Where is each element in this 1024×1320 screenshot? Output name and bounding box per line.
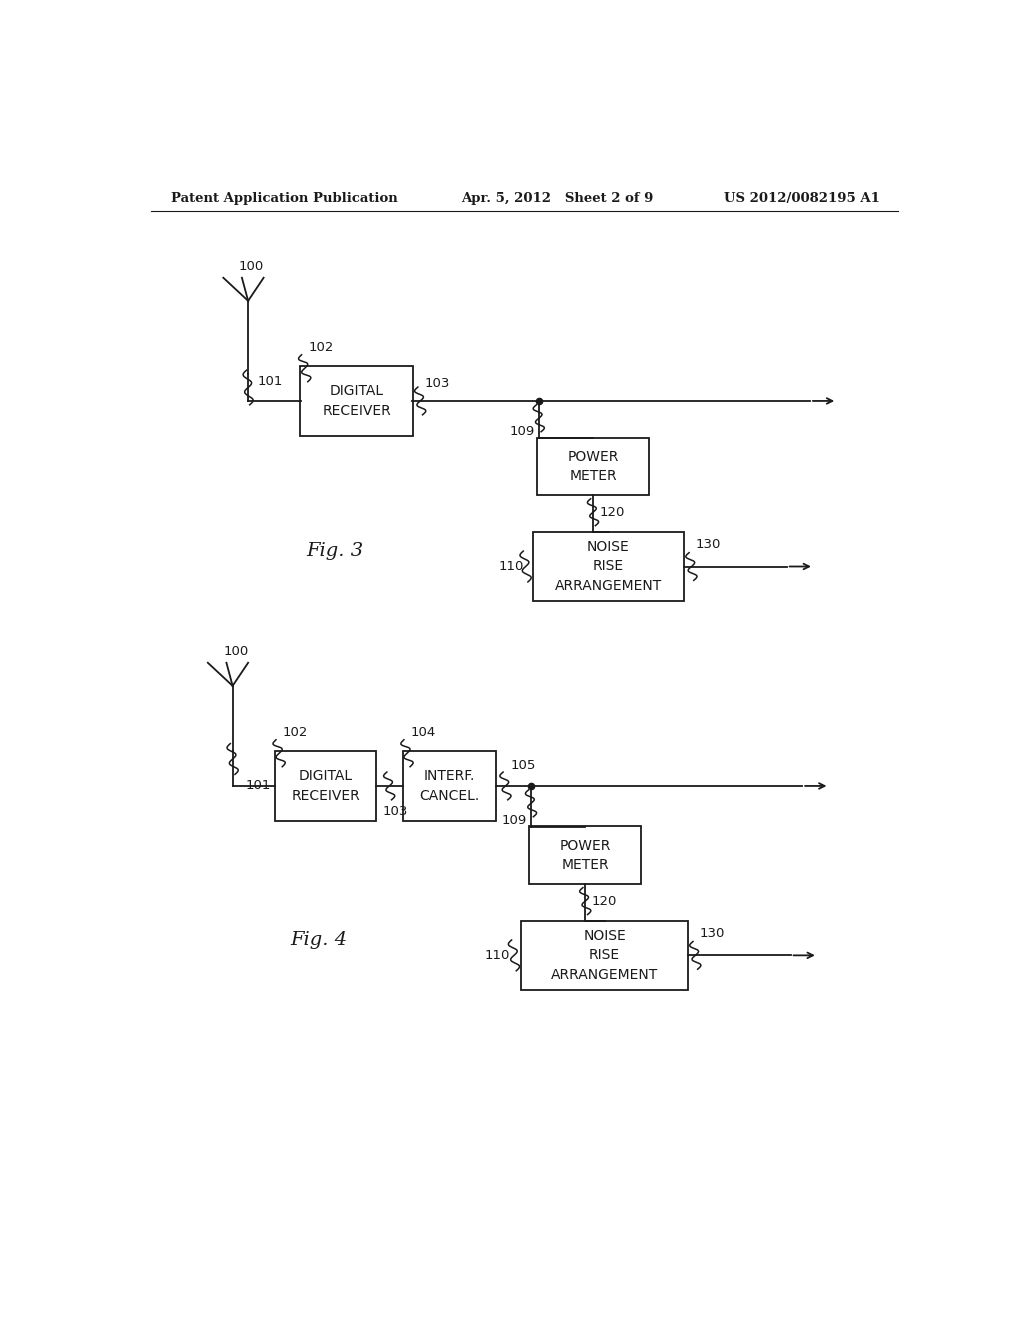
Text: POWER
METER: POWER METER xyxy=(559,838,611,873)
Text: 130: 130 xyxy=(695,539,721,552)
Text: 104: 104 xyxy=(411,726,436,739)
Text: DIGITAL
RECEIVER: DIGITAL RECEIVER xyxy=(323,384,391,417)
Text: NOISE
RISE
ARRANGEMENT: NOISE RISE ARRANGEMENT xyxy=(555,540,663,593)
Text: 110: 110 xyxy=(484,949,510,962)
Text: 101: 101 xyxy=(246,779,271,792)
Text: 109: 109 xyxy=(502,814,527,828)
Text: 101: 101 xyxy=(257,375,283,388)
Text: Fig. 4: Fig. 4 xyxy=(291,931,348,949)
Text: US 2012/0082195 A1: US 2012/0082195 A1 xyxy=(724,191,880,205)
Text: Fig. 3: Fig. 3 xyxy=(306,543,364,560)
Bar xyxy=(537,437,649,495)
Text: Apr. 5, 2012   Sheet 2 of 9: Apr. 5, 2012 Sheet 2 of 9 xyxy=(461,191,653,205)
Text: 100: 100 xyxy=(223,644,249,657)
Bar xyxy=(532,532,684,601)
Text: 102: 102 xyxy=(308,341,334,354)
Text: 130: 130 xyxy=(699,927,725,940)
Text: 110: 110 xyxy=(499,560,524,573)
Text: 100: 100 xyxy=(239,260,264,273)
Text: 103: 103 xyxy=(383,805,409,818)
Bar xyxy=(521,921,688,990)
Text: 120: 120 xyxy=(592,895,616,908)
Text: INTERF.
CANCEL.: INTERF. CANCEL. xyxy=(420,770,480,803)
Text: 103: 103 xyxy=(425,376,451,389)
Text: 102: 102 xyxy=(283,726,308,739)
Text: 105: 105 xyxy=(510,759,536,772)
Bar xyxy=(300,367,413,436)
Bar xyxy=(403,751,496,821)
Text: 109: 109 xyxy=(510,425,535,438)
Text: POWER
METER: POWER METER xyxy=(567,450,618,483)
Bar xyxy=(529,826,641,884)
Text: 120: 120 xyxy=(599,506,625,519)
Text: Patent Application Publication: Patent Application Publication xyxy=(171,191,397,205)
Text: DIGITAL
RECEIVER: DIGITAL RECEIVER xyxy=(291,770,360,803)
Text: NOISE
RISE
ARRANGEMENT: NOISE RISE ARRANGEMENT xyxy=(551,929,658,982)
Bar xyxy=(275,751,376,821)
